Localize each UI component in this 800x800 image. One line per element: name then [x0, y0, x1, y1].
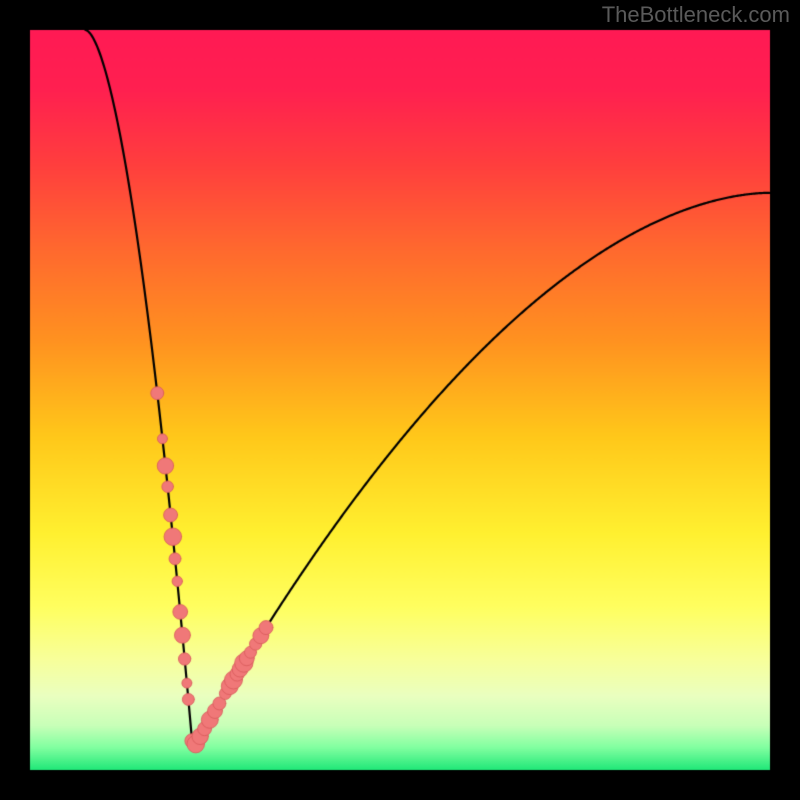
bottleneck-curve-chart	[0, 0, 800, 800]
chart-container: TheBottleneck.com	[0, 0, 800, 800]
watermark-label: TheBottleneck.com	[602, 2, 790, 28]
